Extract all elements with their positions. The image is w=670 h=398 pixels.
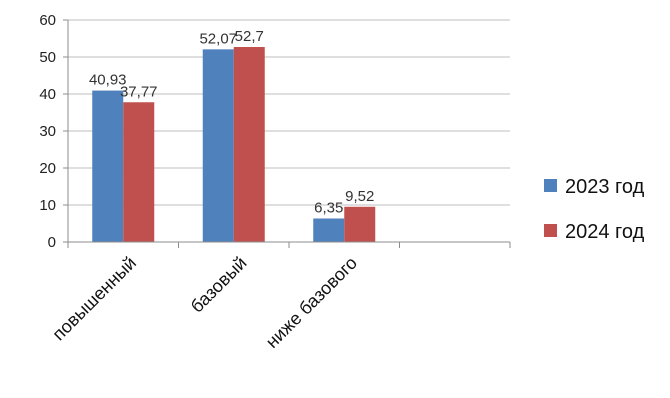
data-label: 52,07	[199, 30, 237, 47]
bar	[123, 102, 155, 242]
data-label: 40,93	[89, 72, 127, 89]
category-label: базовый	[187, 253, 251, 317]
y-tick-label: 10	[39, 197, 56, 214]
y-tick-label: 0	[48, 234, 56, 251]
bar	[233, 47, 265, 243]
legend-swatch	[544, 179, 557, 192]
category-labels: повышенный базовый ниже базового	[48, 253, 361, 352]
legend: 2023 год 2024 год	[544, 176, 645, 243]
bars	[92, 47, 376, 243]
category-label: повышенный	[48, 253, 140, 345]
y-tick-label: 40	[39, 86, 56, 103]
data-label: 6,35	[314, 200, 343, 217]
y-tick-label: 50	[39, 49, 56, 66]
data-label: 37,77	[120, 83, 158, 100]
legend-swatch	[544, 224, 557, 237]
bar	[202, 49, 234, 242]
axes	[67, 20, 511, 248]
legend-label: 2024 год	[565, 221, 645, 243]
y-tick-label: 30	[39, 123, 56, 140]
bar	[92, 90, 124, 243]
data-label: 9,52	[345, 188, 374, 205]
y-tick-label: 20	[39, 160, 56, 177]
bar	[344, 206, 376, 242]
y-axis-ticks: 0 10 20 30 40 50 60	[39, 12, 68, 251]
category-label: ниже базового	[262, 253, 361, 352]
bar	[313, 218, 345, 242]
y-tick-label: 60	[39, 12, 56, 29]
legend-label: 2023 год	[565, 176, 645, 198]
data-label: 52,7	[235, 28, 264, 45]
